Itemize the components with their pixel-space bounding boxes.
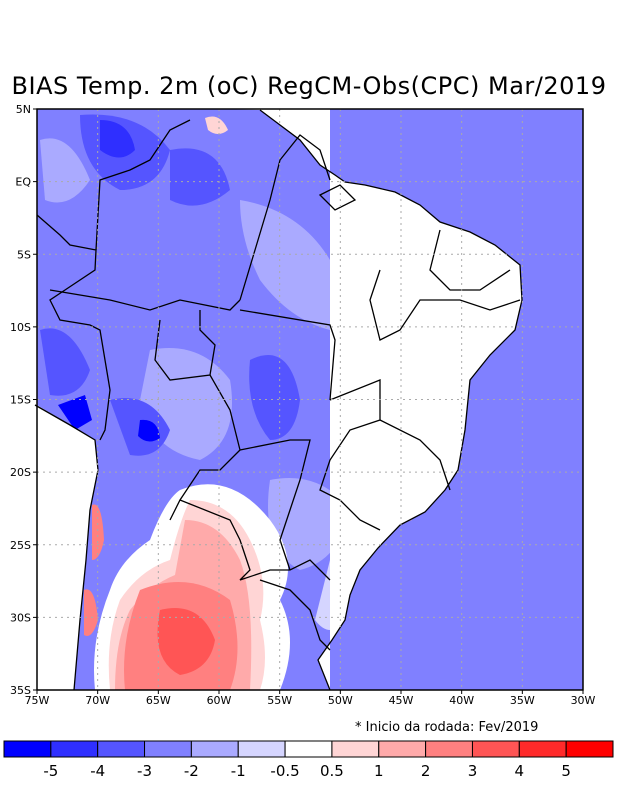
colorbar-label: -0.5 [270, 762, 299, 780]
colorbar-label: 0.5 [320, 762, 344, 780]
footnote: * Inicio da rodada: Fev/2019 [355, 720, 539, 735]
lat-label: 30S [10, 611, 31, 624]
colorbar-swatch [378, 740, 427, 758]
colorbar-swatch [471, 740, 520, 758]
colorbar-label: 4 [515, 762, 525, 780]
colorbar-swatch [565, 740, 614, 758]
lon-label: 40W [449, 694, 474, 707]
colorbar-label: -4 [90, 762, 105, 780]
colorbar-swatch [50, 740, 99, 758]
colorbar-swatch [3, 740, 52, 758]
lat-label: 25S [10, 539, 31, 552]
colorbar-label: -3 [137, 762, 152, 780]
colorbar-swatch [97, 740, 146, 758]
lat-label: 15S [10, 394, 31, 407]
lat-label: 20S [10, 466, 31, 479]
colorbar-label: -2 [184, 762, 199, 780]
lat-label: 10S [10, 321, 31, 334]
lat-label: 35S [10, 684, 31, 697]
lon-label: 30W [571, 694, 596, 707]
colorbar-swatch [425, 740, 473, 758]
colorbar-swatch [190, 740, 239, 758]
colorbar-swatch [144, 740, 192, 758]
colorbar-swatch [284, 740, 333, 758]
colorbar-swatch [331, 740, 380, 758]
lon-label: 35W [510, 694, 535, 707]
lat-label: EQ [15, 176, 31, 189]
colorbar-label: -1 [231, 762, 246, 780]
colorbar-label: 3 [468, 762, 478, 780]
lon-label: 50W [328, 694, 353, 707]
lon-label: 60W [207, 694, 232, 707]
colorbar-label: -5 [43, 762, 58, 780]
lon-label: 65W [146, 694, 171, 707]
colorbar-label: 2 [421, 762, 431, 780]
lat-label: 5S [17, 248, 31, 261]
temperature-bias-field [37, 109, 583, 690]
colorbar-label: 5 [561, 762, 571, 780]
graticule [37, 109, 583, 690]
lon-label: 45W [389, 694, 414, 707]
country-borders [34, 109, 523, 691]
colorbar-swatch [237, 740, 286, 758]
colorbar-label: 1 [374, 762, 384, 780]
lat-label: 5N [16, 103, 31, 116]
colorbar-swatch [518, 740, 567, 758]
lon-label: 55W [267, 694, 292, 707]
map-title: BIAS Temp. 2m (oC) RegCM-Obs(CPC) Mar/20… [11, 72, 607, 100]
lon-label: 70W [85, 694, 110, 707]
lon-label: 75W [25, 694, 50, 707]
